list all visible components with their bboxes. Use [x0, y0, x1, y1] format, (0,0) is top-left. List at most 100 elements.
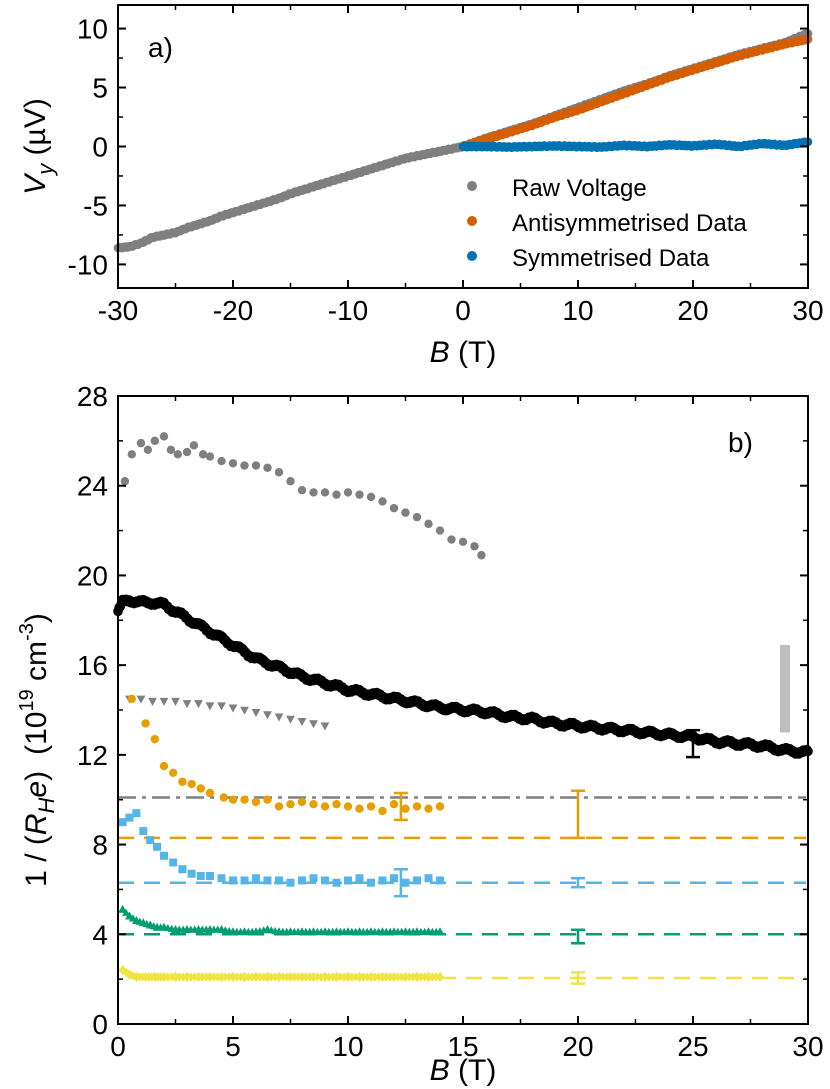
data-point: [206, 972, 214, 982]
panel-b-series: [113, 432, 813, 983]
data-point: [283, 972, 291, 982]
legend-label: Symmetrised Data: [512, 245, 710, 272]
data-point: [343, 802, 353, 811]
data-point: [263, 711, 272, 720]
data-point: [219, 793, 228, 802]
data-point: [127, 450, 136, 459]
data-point: [321, 972, 329, 982]
data-point: [228, 795, 238, 804]
y-tick-label: 28: [77, 381, 108, 412]
data-point: [169, 858, 178, 867]
data-point: [344, 876, 352, 885]
data-point: [348, 972, 356, 982]
data-point: [340, 972, 348, 982]
series-1: [113, 594, 813, 759]
data-point: [252, 874, 260, 883]
x-tick-label: 0: [110, 1031, 126, 1062]
data-point: [206, 871, 214, 880]
data-point: [290, 972, 298, 982]
x-tick-label: 15: [447, 1031, 478, 1062]
panel-a-ticks: -30 -20 -10 0 10 20 30 -10 -5 0 5 10: [68, 5, 824, 326]
data-point: [412, 512, 422, 522]
data-point: [309, 800, 318, 809]
series-4: [118, 809, 444, 887]
data-point: [263, 463, 272, 472]
error-bar: [571, 876, 585, 889]
data-point: [178, 777, 187, 786]
data-point: [302, 972, 310, 982]
data-point: [298, 876, 306, 885]
data-point: [189, 441, 199, 450]
data-point: [371, 972, 379, 982]
x-tick-label: 20: [677, 295, 708, 326]
data-point: [435, 802, 445, 811]
data-point: [248, 972, 256, 982]
data-point: [153, 842, 162, 851]
data-point: [196, 871, 205, 880]
panel-a-x-axis-label: B (T): [430, 336, 497, 369]
error-bar: [571, 789, 585, 840]
data-point: [237, 972, 245, 982]
x-tick-label: 30: [792, 295, 823, 326]
data-point: [332, 490, 341, 499]
x-tick-label: 30: [792, 1031, 823, 1062]
data-point: [367, 878, 375, 887]
data-point: [405, 972, 413, 982]
data-point: [229, 876, 237, 885]
panel-b-label: b): [728, 427, 753, 458]
legend-label: Antisymmetrised Data: [512, 210, 747, 237]
data-point: [390, 874, 398, 883]
data-point: [251, 709, 261, 718]
data-point: [436, 927, 444, 935]
y-tick-label: 12: [77, 740, 108, 771]
data-point: [332, 878, 341, 887]
panel-b-x-axis-label: B (T): [430, 1054, 497, 1087]
data-point: [329, 972, 337, 982]
data-point: [187, 869, 196, 878]
panel-b-ticks: 0 5 10 15 20 25 30 0 4 8 12 16 20 24 28: [77, 381, 824, 1062]
data-point: [132, 809, 141, 818]
data-point: [263, 972, 272, 982]
data-point: [202, 972, 210, 982]
data-point: [198, 450, 208, 459]
data-point: [136, 695, 146, 704]
data-point: [432, 972, 440, 982]
data-point: [279, 972, 287, 982]
data-point: [286, 477, 295, 486]
data-point: [390, 972, 398, 982]
data-point: [378, 876, 387, 885]
data-point: [263, 795, 272, 804]
legend-marker: [467, 181, 477, 191]
data-point: [187, 972, 195, 982]
x-tick-label: 10: [562, 295, 593, 326]
data-point: [127, 694, 136, 703]
y-tick-label: 5: [92, 73, 108, 104]
data-point: [320, 722, 330, 731]
data-point: [205, 452, 215, 461]
y-tick-label: 24: [77, 471, 108, 502]
data-point: [159, 432, 169, 441]
panel-b-reference-lines: [118, 796, 806, 980]
data-point: [313, 972, 321, 982]
series-3: [127, 694, 445, 816]
data-point: [205, 702, 215, 711]
data-point: [179, 972, 187, 982]
panel-b-scale-bar: [780, 644, 790, 733]
data-point: [150, 436, 159, 446]
data-point: [344, 972, 352, 982]
data-point: [240, 795, 249, 804]
data-point: [421, 972, 429, 982]
data-point: [256, 972, 264, 982]
data-point: [118, 905, 127, 913]
x-tick-label: -30: [98, 295, 138, 326]
data-point: [275, 972, 283, 982]
data-point: [321, 876, 329, 885]
data-point: [274, 802, 284, 811]
data-point: [389, 800, 399, 809]
data-point: [286, 715, 295, 724]
data-point: [424, 874, 433, 883]
data-point: [355, 490, 364, 499]
data-point: [325, 972, 333, 982]
data-point: [320, 488, 330, 497]
data-point: [401, 804, 410, 813]
